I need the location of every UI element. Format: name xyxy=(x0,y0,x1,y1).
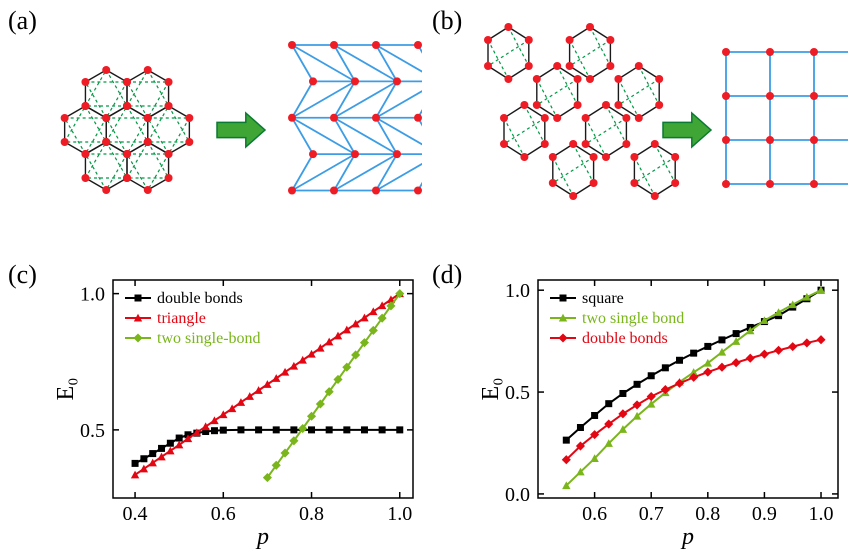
panel-d-chart: 0.6 0.7 0.8 0.9 1.0 0.0 0.5 1.0 p E₀ square two sin… xyxy=(480,270,850,550)
svg-text:0.7: 0.7 xyxy=(639,503,664,525)
svg-text:square: square xyxy=(582,290,624,307)
svg-text:1.0: 1.0 xyxy=(80,284,105,306)
panel-c-chart: 0.4 0.6 0.8 1.0 0.5 1.0 p E₀ double bonds triangl… xyxy=(55,270,425,550)
svg-text:0.5: 0.5 xyxy=(80,420,105,442)
svg-text:0.5: 0.5 xyxy=(505,382,530,404)
svg-text:0.8: 0.8 xyxy=(695,503,720,525)
svg-text:p: p xyxy=(680,524,694,550)
svg-text:triangle: triangle xyxy=(157,310,206,327)
svg-text:E₀: E₀ xyxy=(55,377,79,400)
svg-text:0.6: 0.6 xyxy=(582,503,607,525)
svg-text:0.6: 0.6 xyxy=(211,503,236,525)
svg-text:0.0: 0.0 xyxy=(505,484,530,506)
panel-label-b: (b) xyxy=(432,6,462,36)
panel-b-diagram xyxy=(468,10,848,250)
svg-text:1.0: 1.0 xyxy=(387,503,412,525)
svg-text:0.4: 0.4 xyxy=(123,503,148,525)
panel-label-c: (c) xyxy=(8,260,37,290)
svg-text:0.8: 0.8 xyxy=(299,503,324,525)
panel-label-a: (a) xyxy=(8,6,37,36)
panel-a-diagram xyxy=(42,10,422,250)
svg-text:two single bond: two single bond xyxy=(582,310,684,327)
svg-text:1.0: 1.0 xyxy=(505,280,530,302)
svg-text:double bonds: double bonds xyxy=(582,330,668,347)
svg-text:double bonds: double bonds xyxy=(157,290,243,307)
svg-text:0.9: 0.9 xyxy=(752,503,777,525)
svg-text:1.0: 1.0 xyxy=(809,503,834,525)
svg-text:p: p xyxy=(255,524,269,550)
svg-text:two single-bond: two single-bond xyxy=(157,330,261,347)
panel-label-d: (d) xyxy=(432,260,462,290)
svg-text:E₀: E₀ xyxy=(480,377,504,400)
